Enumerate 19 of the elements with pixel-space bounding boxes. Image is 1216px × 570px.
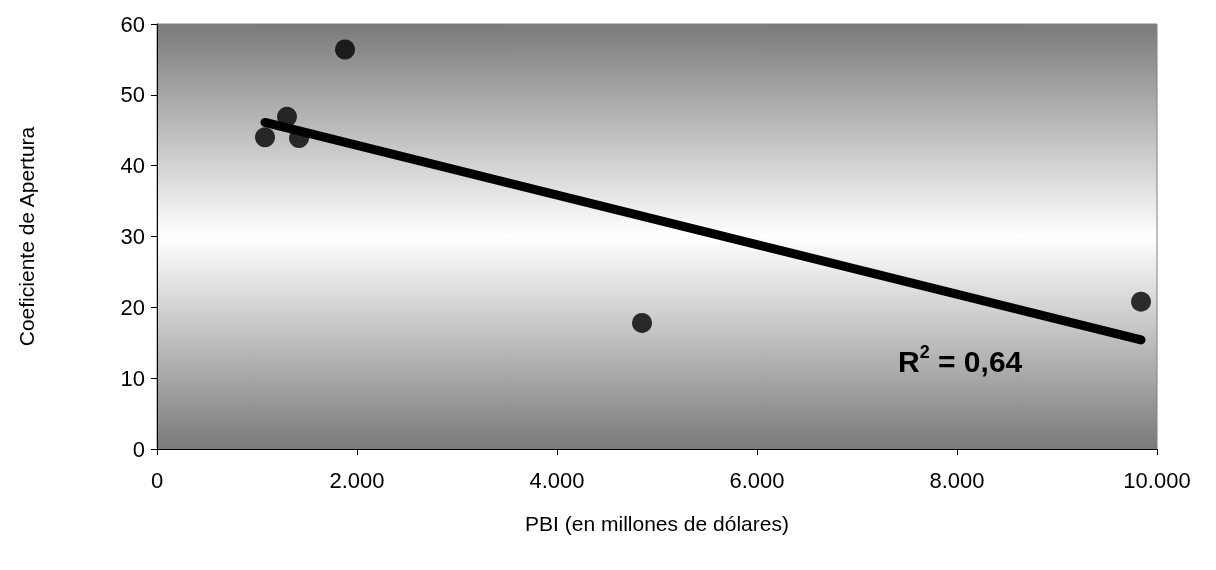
x-tick-label: 6.000 xyxy=(729,467,785,493)
x-tick-label: 10.000 xyxy=(1123,467,1191,493)
y-tick-label: 50 xyxy=(120,82,145,108)
y-tick-label: 0 xyxy=(132,436,145,462)
x-tick-label: 2.000 xyxy=(329,467,385,493)
x-tick-label: 0 xyxy=(150,467,164,493)
point xyxy=(255,127,275,148)
x-tick-label: 4.000 xyxy=(529,467,585,493)
y-tick-label: 30 xyxy=(120,224,145,249)
y-tick-label: 10 xyxy=(120,365,145,391)
y-tick-label: 40 xyxy=(120,153,145,179)
point xyxy=(1131,291,1151,312)
y-axis-title: Coeficiente de Apertura xyxy=(15,126,38,347)
point xyxy=(335,39,355,60)
y-tick-label: 20 xyxy=(120,294,145,320)
y-tick-label: 60 xyxy=(120,11,145,37)
point xyxy=(632,312,652,333)
x-axis-title: PBI (en millones de dólares) xyxy=(525,512,789,535)
x-tick-label: 8.000 xyxy=(929,467,985,493)
